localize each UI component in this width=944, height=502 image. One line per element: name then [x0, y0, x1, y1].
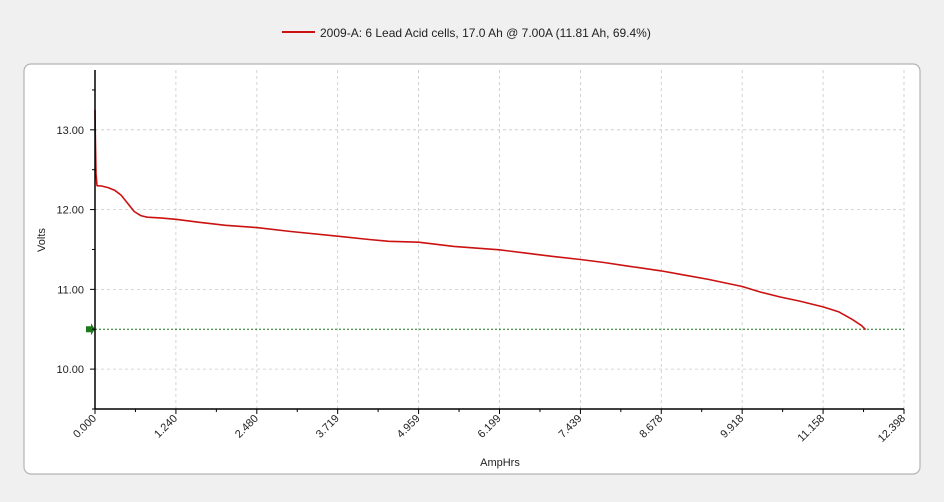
y-tick-label: 11.00	[57, 284, 84, 296]
threshold-marker-icon	[86, 323, 95, 336]
legend: 2009-A: 6 Lead Acid cells, 17.0 Ah @ 7.0…	[282, 26, 651, 40]
series-line	[94, 109, 867, 331]
y-tick-label: 12.00	[56, 205, 84, 217]
y-axis-label: Volts	[36, 228, 48, 252]
series	[94, 109, 867, 331]
x-axis-label: AmpHrs	[480, 457, 520, 469]
y-tick-label: 13.00	[56, 125, 84, 137]
y-tick-label: 10.00	[56, 364, 84, 376]
threshold	[86, 323, 904, 336]
legend-label: 2009-A: 6 Lead Acid cells, 17.0 Ah @ 7.0…	[320, 26, 651, 40]
chart-panel	[23, 63, 921, 475]
grid	[95, 70, 905, 409]
